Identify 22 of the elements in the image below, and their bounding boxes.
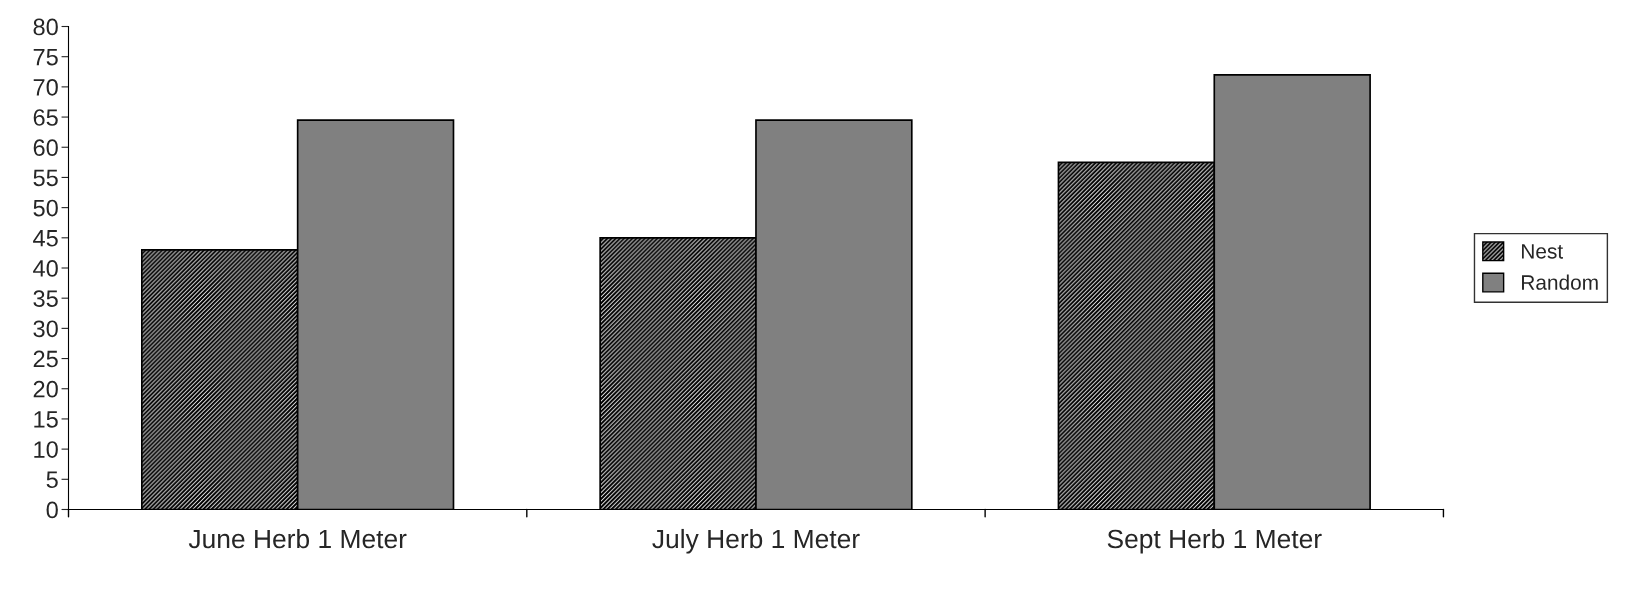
- y-tick-label: 55: [33, 169, 58, 187]
- legend-label: Nest: [1522, 244, 1563, 259]
- y-tick-label: 70: [33, 78, 58, 96]
- y-tick-label: 20: [33, 380, 58, 398]
- y-tick-label: 40: [33, 260, 58, 277]
- y-tick-label: 15: [34, 411, 58, 428]
- y-tick-label: 80: [33, 18, 58, 36]
- x-tick-label: Sept Herb 1 Meter: [1107, 528, 1322, 554]
- y-tick-label: 10: [34, 441, 58, 458]
- y-tick-label: 65: [33, 109, 58, 126]
- y-tick-label: 50: [33, 199, 58, 217]
- y-tick-label: 35: [33, 290, 58, 307]
- y-tick-label: 0: [46, 501, 58, 519]
- x-tick-label: June Herb 1 Meter: [188, 528, 407, 549]
- y-tick-label: 5: [46, 471, 58, 489]
- y-tick-label: 25: [33, 350, 58, 368]
- x-tick-label: July Herb 1 Meter: [652, 528, 860, 554]
- y-tick-label: 60: [33, 139, 58, 157]
- y-tick-label: 45: [33, 230, 58, 247]
- y-tick-label: 75: [33, 49, 58, 66]
- legend-label: Random: [1522, 274, 1598, 290]
- y-tick-label: 30: [33, 320, 58, 338]
